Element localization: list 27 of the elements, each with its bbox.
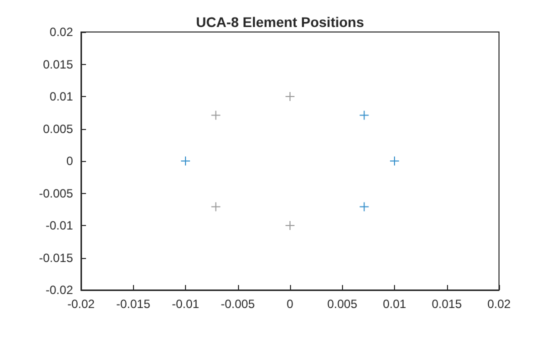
point: [210, 110, 221, 120]
y-tick-label: 0.005: [42, 122, 74, 136]
x-tick-label: -0.01: [172, 297, 200, 311]
x-tick-label: 0.01: [382, 297, 406, 311]
x-tick-label: -0.02: [67, 297, 95, 311]
y-tick-label: -0.005: [38, 186, 74, 200]
y-tick-label: -0.01: [46, 218, 74, 232]
point: [285, 92, 295, 102]
x-tick-label: 0: [286, 297, 294, 311]
y-tick-label: 0.02: [50, 25, 74, 39]
point: [359, 110, 370, 120]
point: [285, 220, 295, 230]
x-tick-label: 0.015: [432, 297, 462, 311]
point: [359, 202, 370, 212]
y-tick-label: 0: [66, 154, 74, 168]
y-tick-label: -0.015: [38, 250, 74, 265]
x-tick-label: 0.02: [487, 297, 511, 311]
chart-title: UCA-8 Element Positions: [196, 14, 364, 30]
point: [180, 156, 190, 166]
point: [390, 156, 400, 166]
x-tick-label: 0.005: [327, 297, 358, 311]
x-tick-label: -0.005: [220, 297, 256, 311]
y-tick-label: 0.015: [42, 57, 74, 72]
y-tick-label: -0.02: [46, 283, 74, 297]
y-tick-label: 0.01: [50, 90, 74, 104]
point: [210, 202, 221, 212]
x-tick-label: -0.015: [116, 297, 151, 311]
